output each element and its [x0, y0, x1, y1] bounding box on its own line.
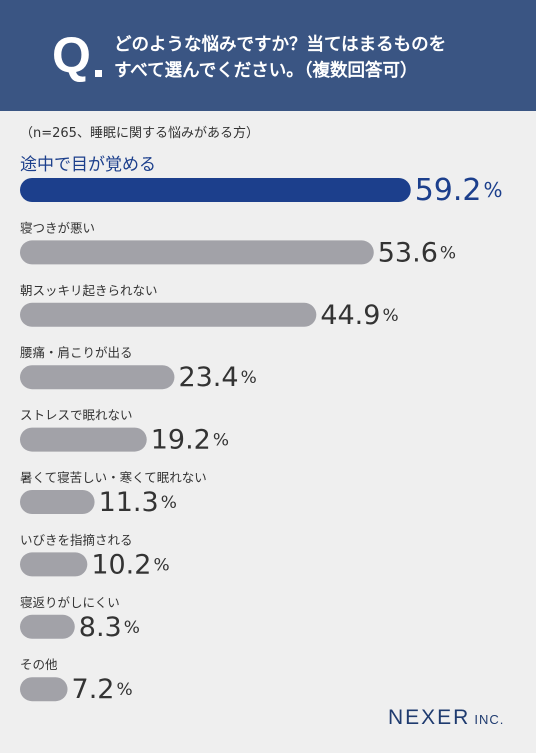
- category-label: 途中で目が覚める: [20, 155, 156, 175]
- sample-note: （n=265、睡眠に関する悩みがある方）: [20, 126, 259, 141]
- question-text: どのような悩みですか？当てはまるものを すべて選んでください。（複数回答可）: [114, 32, 524, 84]
- category-label: 腰痛・肩こりが出る: [20, 345, 133, 360]
- category-label: 寝返りがしにくい: [20, 595, 120, 610]
- value-label: 7.2%: [72, 674, 133, 705]
- category-label: 寝つきが悪い: [20, 220, 95, 235]
- question-line-2: すべて選んでください。（複数回答可）: [114, 61, 418, 81]
- question-line-1: どのような悩みですか？当てはまるものを: [114, 35, 447, 55]
- logo-name: NEXER: [388, 706, 471, 729]
- category-label: その他: [20, 657, 58, 672]
- question-mark-dot: [95, 70, 102, 77]
- value-label: 8.3%: [79, 611, 140, 642]
- question-mark: Q: [52, 27, 91, 83]
- bar: [20, 178, 411, 202]
- bar: [20, 427, 147, 452]
- bar: [20, 552, 88, 577]
- value-label: 23.4%: [178, 362, 256, 393]
- value-label: 10.2%: [91, 549, 169, 580]
- bar: [20, 302, 317, 327]
- value-label: 59.2%: [415, 173, 503, 208]
- bar: [20, 614, 75, 639]
- bar: [20, 490, 95, 514]
- value-label: 53.6%: [378, 237, 456, 268]
- question-header: Q どのような悩みですか？当てはまるものを すべて選んでください。（複数回答可）: [0, 0, 536, 111]
- category-label: 暑くて寝苦しい・寒くて眠れない: [20, 470, 207, 485]
- bar: [20, 240, 374, 265]
- category-label: 朝スッキリ起きられない: [20, 283, 158, 298]
- logo-suffix: INC.: [474, 712, 505, 727]
- value-label: 19.2%: [151, 424, 229, 455]
- bar: [20, 365, 175, 390]
- bar: [20, 677, 68, 702]
- bar-chart: 途中で目が覚める 59.2 % 寝つきが悪い 53.6 % 朝スッキリ起きられない 44.9%…: [20, 155, 503, 705]
- value-label: 11.3%: [99, 487, 177, 518]
- value-label: 44.9%: [320, 299, 398, 330]
- category-label: ストレスで眠れない: [20, 408, 133, 423]
- nexer-logo: NEXER INC.: [388, 706, 504, 730]
- category-label: いびきを指摘される: [20, 532, 133, 547]
